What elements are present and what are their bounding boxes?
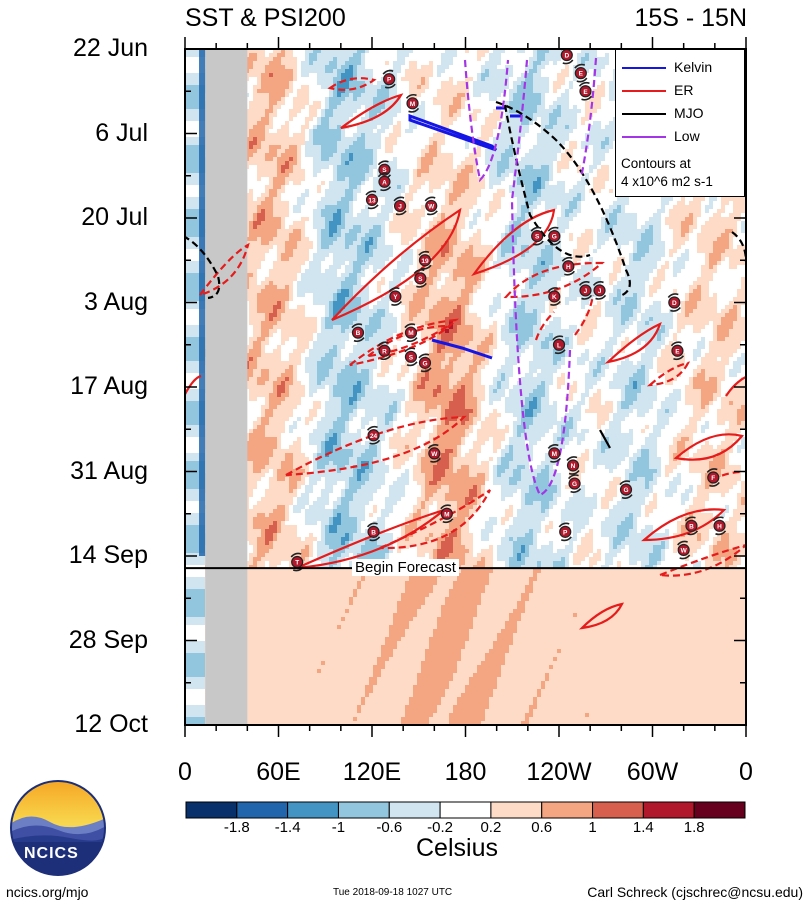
- timestamp: Tue 2018-09-18 1027 UTC: [333, 887, 452, 898]
- x-tick-label: 60E: [234, 758, 324, 787]
- cyclone-label: N: [571, 463, 576, 470]
- cyclone-label: J: [598, 288, 602, 295]
- y-tick-label: 20 Jul: [0, 203, 148, 232]
- cyclone-label: A: [382, 179, 387, 186]
- cyclone-label: T: [295, 560, 299, 567]
- colorbar-tick-label: -0.6: [364, 819, 414, 836]
- cyclone-label: D: [564, 53, 569, 60]
- cyclone-label: Y: [393, 294, 398, 301]
- colorbar-swatch: [288, 802, 339, 818]
- cyclone-label: 13: [368, 197, 376, 204]
- cyclone-label: M: [552, 451, 557, 458]
- cyclone-label: M: [410, 101, 415, 108]
- colorbar-tick-label: 1: [568, 819, 618, 836]
- colorbar-swatch: [389, 802, 440, 818]
- colorbar-swatch: [237, 802, 288, 818]
- begin-forecast-label: Begin Forecast: [352, 559, 459, 576]
- cyclone-label: G: [572, 481, 577, 488]
- legend-note-1: Contours at: [621, 156, 691, 171]
- x-tick-label: 120E: [327, 758, 417, 787]
- x-tick-label: 120W: [514, 758, 604, 787]
- cyclone-label: F: [711, 475, 715, 482]
- legend-swatch-low: [622, 136, 666, 138]
- colorbar-swatch: [440, 802, 491, 818]
- y-tick-label: 31 Aug: [0, 457, 148, 486]
- x-tick-label: 0: [140, 758, 230, 787]
- cyclone-label: S: [409, 354, 414, 361]
- colorbar-swatch: [643, 802, 694, 818]
- cyclone-label: 24: [370, 433, 378, 440]
- logo-text: NCICS: [24, 845, 79, 863]
- land-mask: [205, 49, 247, 725]
- cyclone-label: J: [398, 203, 402, 210]
- cyclone-label: G: [552, 234, 557, 241]
- cyclone-label: W: [431, 451, 438, 458]
- cyclone-label: M: [444, 511, 449, 518]
- y-tick-label: 6 Jul: [0, 119, 148, 148]
- cyclone-label: J: [584, 288, 588, 295]
- cyclone-label: L: [557, 342, 561, 349]
- cyclone-label: W: [428, 203, 435, 210]
- colorbar-tick-label: -1.4: [263, 819, 313, 836]
- y-tick-label: 14 Sep: [0, 541, 148, 570]
- author-credit: Carl Schreck (cjschrec@ncsu.edu): [587, 884, 803, 900]
- cyclone-label: G: [422, 360, 427, 367]
- colorbar-swatch: [593, 802, 644, 818]
- y-tick-label: 17 Aug: [0, 372, 148, 401]
- cyclone-label: R: [382, 348, 387, 355]
- legend-item-kelvin: Kelvin: [616, 58, 746, 78]
- cyclone-label: 19: [421, 258, 429, 265]
- y-tick-label: 12 Oct: [0, 710, 148, 739]
- y-tick-label: 22 Jun: [0, 34, 148, 63]
- cyclone-label: H: [717, 523, 722, 530]
- cyclone-label: M: [408, 330, 413, 337]
- colorbar-swatch: [491, 802, 542, 818]
- legend-swatch-kelvin: [622, 67, 666, 69]
- y-tick-label: 28 Sep: [0, 626, 148, 655]
- cyclone-label: E: [675, 348, 680, 355]
- colorbar-tick-label: -1.8: [212, 819, 262, 836]
- colorbar-tick-label: 1.4: [618, 819, 668, 836]
- cyclone-label: B: [371, 529, 376, 536]
- colorbar-swatch: [186, 802, 237, 818]
- x-tick-label: 180: [421, 758, 511, 787]
- legend-note-2: 4 x10^6 m2 s-1: [621, 174, 713, 189]
- cyclone-label: E: [583, 89, 588, 96]
- cyclone-label: G: [623, 487, 628, 494]
- colorbar-swatch: [694, 802, 745, 818]
- legend: Kelvin ER MJO Low Contours at 4 x10^6 m2…: [615, 49, 745, 197]
- colorbar-title: Celsius: [416, 834, 498, 863]
- cyclone-label: D: [672, 300, 677, 307]
- colorbar-tick-label: 0.6: [517, 819, 567, 836]
- cyclone-label: K: [552, 294, 557, 301]
- x-tick-label: 60W: [608, 758, 698, 787]
- legend-item-mjo: MJO: [616, 104, 746, 124]
- cyclone-label: B: [689, 523, 694, 530]
- cyclone-label: B: [356, 330, 361, 337]
- cyclone-label: W: [681, 547, 688, 554]
- cyclone-label: H: [566, 264, 571, 271]
- y-tick-label: 3 Aug: [0, 288, 148, 317]
- colorbar-tick-label: 1.8: [669, 819, 719, 836]
- cold-stripe: [199, 49, 205, 556]
- legend-swatch-er: [622, 90, 666, 92]
- colorbar-swatch: [542, 802, 593, 818]
- site-link[interactable]: ncics.org/mjo: [6, 884, 88, 900]
- cyclone-label: E: [579, 71, 584, 78]
- legend-item-low: Low: [616, 127, 746, 147]
- colorbar-swatch: [338, 802, 389, 818]
- x-tick-label: 0: [701, 758, 791, 787]
- cyclone-label: S: [418, 276, 423, 283]
- colorbar-tick-label: -1: [313, 819, 363, 836]
- colorbar: [186, 802, 745, 818]
- legend-swatch-mjo: [622, 113, 666, 115]
- legend-item-er: ER: [616, 81, 746, 101]
- cyclone-label: P: [387, 77, 392, 84]
- cyclone-label: P: [563, 529, 568, 536]
- cyclone-label: S: [535, 234, 540, 241]
